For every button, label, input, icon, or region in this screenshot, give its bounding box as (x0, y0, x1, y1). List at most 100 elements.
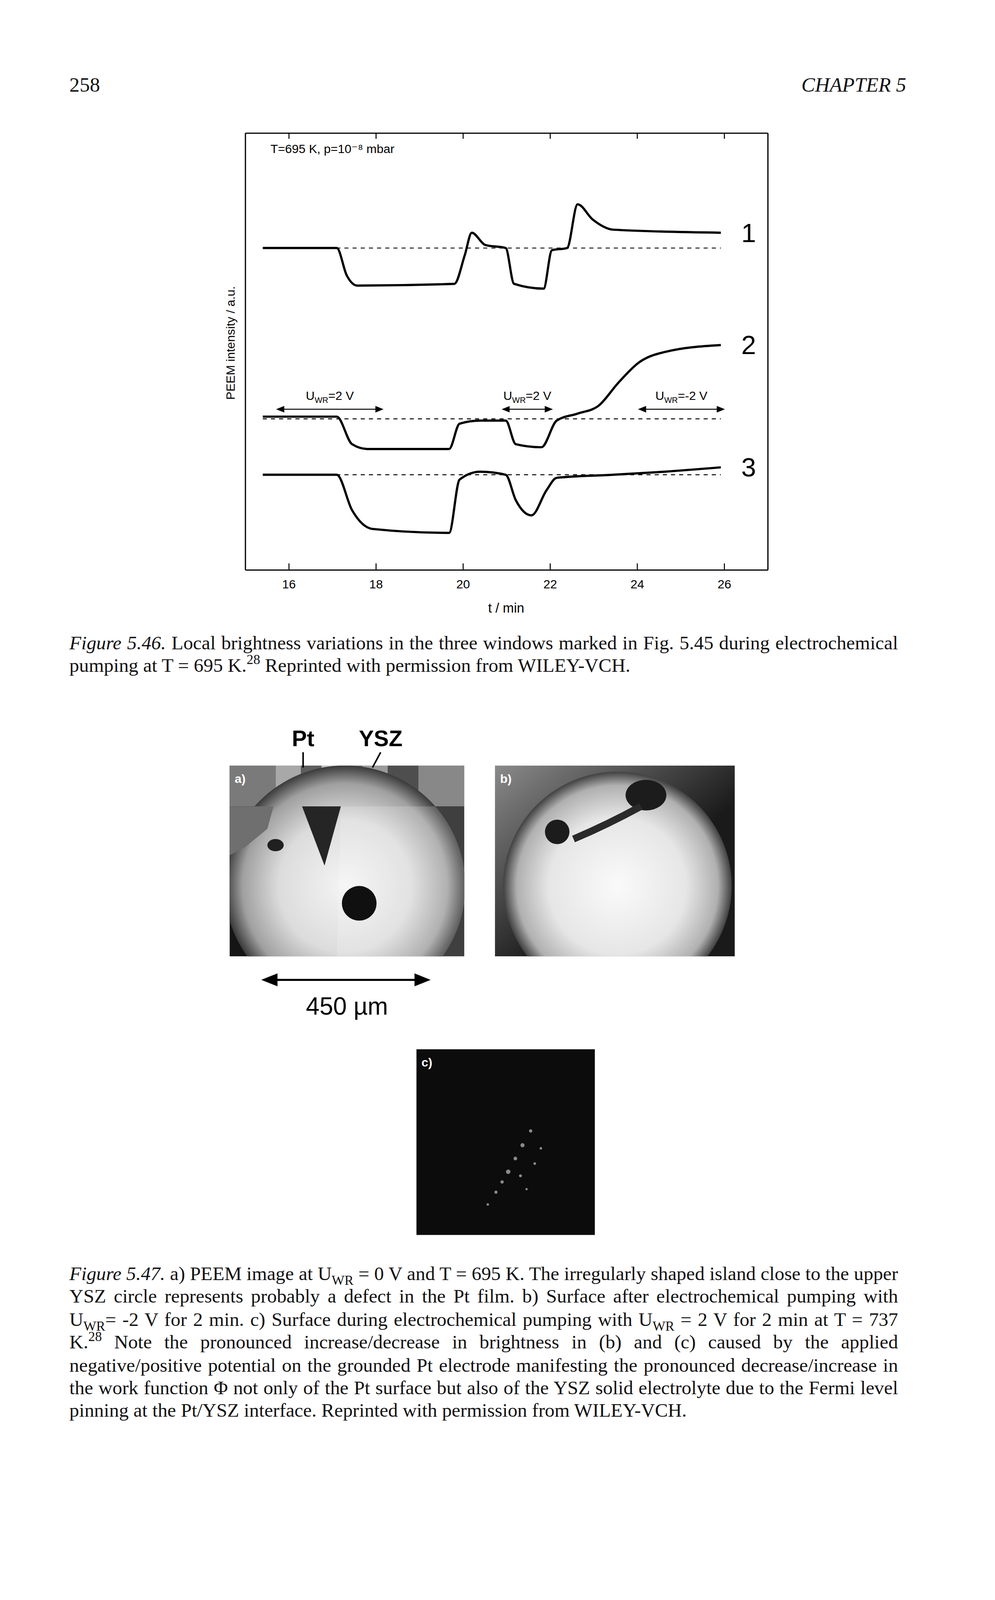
chapter-title: CHAPTER 5 (801, 73, 907, 97)
figure-caption: Figure 5.47. a) PEEM image at UWR = 0 V … (69, 1262, 899, 1423)
x-tick-mark-top (636, 132, 638, 139)
peem-image-a: a) (229, 765, 465, 957)
plot-marks (262, 204, 721, 533)
annotation-symbol: U (655, 388, 664, 403)
x-tick-top (288, 132, 290, 139)
annotation-label: UWR=2 V (306, 388, 354, 405)
x-tick-mark (375, 563, 377, 570)
axis-line (244, 133, 246, 571)
image-speck (486, 1202, 490, 1206)
y-axis-right (767, 133, 769, 571)
annotation-subscript: WR (314, 395, 329, 405)
image-speck (519, 1174, 523, 1178)
annotation-text: =2 V (525, 388, 552, 403)
x-tick: 26 (717, 563, 732, 591)
image-speck (525, 1187, 528, 1190)
image-region (336, 806, 465, 957)
annotation-arrow (280, 408, 380, 410)
x-axis-top (245, 132, 769, 139)
image-speck (520, 1142, 525, 1147)
annotation-symbol: U (306, 388, 315, 403)
series-line (262, 467, 721, 533)
image-speck (513, 1156, 517, 1160)
annotation-symbol: U (503, 388, 512, 403)
page-number: 258 (69, 73, 101, 97)
image-streak (573, 806, 642, 839)
x-tick-mark-top (462, 132, 464, 139)
caption-run: = -2 V for 2 min. c) Surface during elec… (105, 1307, 653, 1330)
x-tick-label: 20 (456, 577, 471, 591)
pointer-label: Pt (291, 725, 315, 751)
series-label: 3 (741, 452, 756, 482)
image-background (416, 1049, 595, 1235)
x-tick: 22 (543, 563, 558, 591)
image-bright-area (503, 771, 732, 957)
annotation-subscript: WR (512, 395, 526, 405)
peem-image-c: c) (416, 1049, 595, 1235)
x-tick-mark (636, 563, 638, 570)
caption-run: Figure 5.47. (69, 1262, 166, 1285)
x-tick: 18 (369, 563, 383, 591)
caption-run: Reprinted with permission from WILEY-VCH… (260, 654, 631, 677)
pointer-line (302, 752, 304, 768)
annotation-label: UWR=2 V (503, 388, 552, 405)
image-speck (500, 1179, 504, 1184)
x-tick-mark (288, 563, 290, 570)
image-speck (494, 1190, 498, 1194)
figure-caption: Figure 5.46. Local brightness variations… (69, 631, 899, 678)
axis-line (245, 132, 769, 134)
scale-bar (269, 978, 423, 981)
x-tick-top (636, 132, 638, 139)
x-tick-top (549, 132, 551, 139)
x-tick-mark-top (375, 132, 377, 139)
image-region (302, 806, 342, 866)
caption-run: 28 (246, 652, 261, 668)
image-speck (539, 1146, 543, 1150)
annotation-label: UWR=-2 V (655, 388, 708, 405)
image-dark-spot (341, 885, 377, 921)
caption-run: Note the pronounced increase/decrease in… (69, 1330, 899, 1421)
x-axis-title: t / min (487, 600, 525, 616)
x-tick-mark-top (723, 132, 725, 139)
x-tick-label: 26 (717, 577, 732, 591)
peem-image-b: b) (494, 765, 735, 957)
annotation-arrow (505, 408, 549, 410)
image-speck (506, 1169, 511, 1174)
series-label: 2 (741, 329, 756, 360)
pointer-label: YSZ (358, 725, 403, 751)
x-tick-mark-top (288, 132, 290, 139)
annotation-subscript: WR (664, 395, 678, 405)
annotation-text: =2 V (328, 388, 354, 403)
chart-title: T=695 K, p=10⁻⁸ mbar (270, 141, 395, 156)
y-axis-title: PEEM intensity / a.u. (223, 286, 238, 400)
caption-run: Figure 5.46. (69, 631, 166, 654)
axis-line (245, 569, 769, 571)
x-tick-label: 24 (630, 577, 645, 591)
chart: 161820222426123UWR=2 VUWR=2 VUWR=-2 VT=6… (223, 132, 769, 616)
annotation-arrow (641, 408, 721, 410)
x-tick: 24 (630, 563, 645, 591)
x-tick-top (462, 132, 464, 139)
panel-label: c) (421, 1055, 433, 1069)
annotation-text: =-2 V (677, 388, 708, 403)
image-dark-spot (267, 838, 284, 852)
x-tick-top (723, 132, 725, 139)
x-tick-label: 18 (369, 577, 383, 591)
series-label: 1 (741, 217, 756, 248)
x-tick-mark-top (549, 132, 551, 139)
y-axis (245, 133, 246, 571)
pointer-line (372, 752, 381, 768)
page-graphics: 161820222426123UWR=2 VUWR=2 VUWR=-2 VT=6… (0, 0, 995, 1600)
image-dark-spot (625, 779, 667, 811)
x-tick-mark (723, 563, 725, 570)
image-region (229, 806, 274, 855)
x-tick-label: 22 (543, 577, 558, 591)
x-axis: 16 18 20 22 24 26 (245, 563, 769, 591)
x-tick-mark (462, 563, 464, 570)
panel-label: b) (500, 771, 512, 786)
image-speck (533, 1161, 536, 1165)
series-line (262, 204, 721, 289)
x-tick-label: 16 (282, 577, 297, 591)
axis-line (767, 133, 769, 571)
baseline (262, 418, 721, 420)
